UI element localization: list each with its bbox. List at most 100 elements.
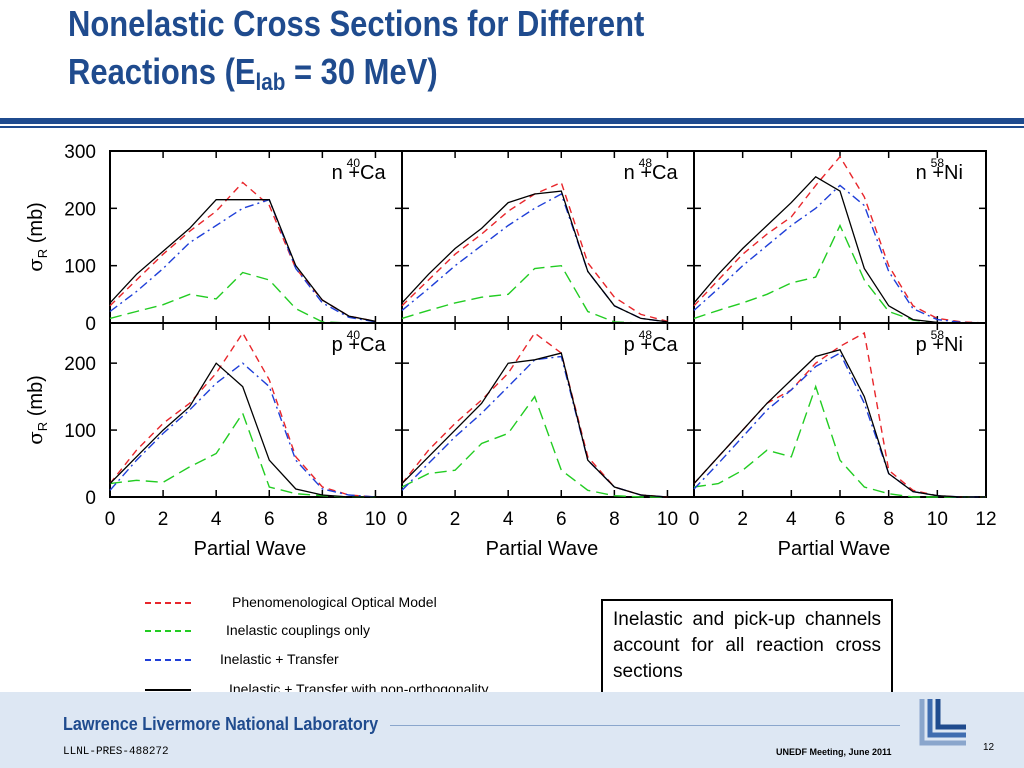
series-line-phenomenological (109, 331, 376, 498)
y-axis-label-top: σR (mb) (23, 202, 50, 272)
series-line-transfer (693, 184, 987, 324)
x-tick-label: 10 (365, 509, 386, 530)
panel-label: p + (916, 334, 944, 356)
series-line-transfer (109, 362, 376, 498)
panel-label-mass: 58 (931, 156, 945, 170)
conclusion-note: Inelastic and pick-up channels account f… (601, 599, 893, 694)
panel-label: n + (332, 162, 360, 184)
legend-label: Inelastic couplings only (226, 622, 370, 638)
series-line-nonorth (109, 362, 376, 498)
series-line-inelastic (693, 223, 986, 324)
x-tick-label: 2 (450, 509, 461, 530)
series-line-phenomenological (693, 155, 987, 324)
panel-label-mass: 40 (347, 328, 361, 342)
title-line-2-post: = 30 MeV) (285, 51, 438, 92)
series-line-nonorth (693, 175, 986, 324)
footer-band (0, 692, 1024, 768)
panel-label-mass: 40 (347, 156, 361, 170)
x-tick-label: 2 (737, 509, 748, 530)
panel-label-element: Ca (652, 334, 678, 356)
series-line-inelastic (401, 395, 668, 498)
series-line-phenomenological (401, 181, 668, 322)
x-tick-label: 0 (105, 509, 116, 530)
footer-rule (390, 725, 900, 726)
y-axis-subscript: R (35, 249, 50, 258)
x-tick-label: 12 (975, 509, 996, 530)
panel-top-1: n + 40 Ca (109, 150, 403, 324)
panel-top-2: n + 48 Ca (401, 150, 695, 324)
y-tick-label-top: 0 (85, 314, 96, 335)
x-tick-label: 6 (556, 509, 567, 530)
series-line-nonorth (109, 199, 376, 322)
x-tick-label: 10 (657, 509, 678, 530)
legend-swatch (145, 602, 191, 604)
y-tick-label-bottom: 200 (64, 354, 96, 375)
panel-label-element: Ca (360, 334, 386, 356)
x-tick-label: 4 (503, 509, 514, 530)
panel-top-3: n + 58 Ni (693, 150, 987, 324)
presentation-id: LLNL-PRES-488272 (63, 746, 169, 758)
panel-bottom-3: p + 58 Ni (693, 322, 987, 498)
y-axis-unit: (mb) (25, 202, 47, 249)
legend-swatch (145, 689, 191, 691)
x-tick-label: 4 (786, 509, 797, 530)
series-line-transfer (401, 355, 668, 498)
y-tick-label-top: 100 (64, 257, 96, 278)
panel-label-element: Ni (944, 162, 963, 184)
panel-label-element: Ca (360, 162, 386, 184)
x-tick-label: 8 (317, 509, 328, 530)
series-line-transfer (109, 198, 376, 323)
series-line-nonorth (693, 349, 986, 498)
x-tick-label: 8 (883, 509, 894, 530)
legend-swatch (145, 630, 191, 632)
x-axis-label: Partial Wave (486, 538, 599, 560)
panel-label: n + (624, 162, 652, 184)
title-line-2: Reactions (Elab = 30 MeV) (68, 48, 842, 107)
x-axis-label: Partial Wave (194, 538, 307, 560)
panel-label-element: Ni (944, 334, 963, 356)
x-tick-label: 0 (397, 509, 408, 530)
title-rule-thick (0, 118, 1024, 124)
panel-label-mass: 58 (931, 328, 945, 342)
panel-label: n + (916, 162, 944, 184)
x-tick-label: 2 (158, 509, 169, 530)
title-rule-thin (0, 126, 1024, 128)
series-line-nonorth (401, 190, 668, 323)
panel-label-mass: 48 (639, 328, 653, 342)
series-line-inelastic (109, 271, 376, 324)
x-axis-label: Partial Wave (778, 538, 891, 560)
y-tick-label-top: 300 (64, 142, 96, 163)
title-subscript: lab (255, 69, 286, 96)
legend-swatch (145, 659, 191, 661)
series-line-phenomenological (109, 181, 376, 322)
x-tick-label: 6 (264, 509, 275, 530)
panel-label: p + (624, 334, 652, 356)
panel-label: p + (332, 334, 360, 356)
x-tick-label: 10 (927, 509, 948, 530)
x-tick-label: 4 (211, 509, 222, 530)
legend-label: Inelastic + Transfer (220, 651, 339, 667)
title-line-1: Nonelastic Cross Sections for Different (68, 3, 645, 44)
y-axis-unit: (mb) (25, 375, 47, 422)
series-line-transfer (693, 352, 986, 498)
y-tick-label-top: 200 (64, 199, 96, 220)
panel-label-mass: 48 (639, 156, 653, 170)
series-line-inelastic (693, 384, 986, 498)
lab-name: Lawrence Livermore National Laboratory (63, 714, 379, 734)
meeting-label: UNEDF Meeting, June 2011 (776, 747, 892, 757)
series-line-transfer (401, 192, 668, 323)
x-tick-label: 0 (689, 509, 700, 530)
y-axis-symbol: σ (23, 431, 47, 445)
y-axis-subscript: R (35, 422, 50, 431)
series-line-inelastic (109, 411, 376, 498)
panel-bottom-1: p + 40 Ca (109, 322, 403, 498)
page-number: 12 (983, 742, 995, 753)
x-tick-label: 8 (609, 509, 620, 530)
legend-label: Phenomenological Optical Model (232, 594, 437, 610)
panel-label-element: Ca (652, 162, 678, 184)
series-line-inelastic (401, 264, 668, 324)
series-line-nonorth (401, 352, 668, 498)
panel-bottom-2: p + 48 Ca (401, 322, 695, 498)
llnl-logo-icon (919, 699, 966, 746)
